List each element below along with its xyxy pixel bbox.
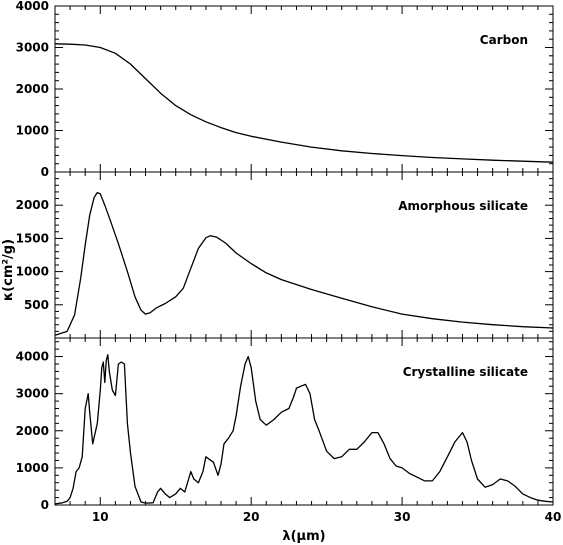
carbon-y-tick-label: 2000 xyxy=(16,82,49,96)
amorphous-silicate-y-tick-label: 1000 xyxy=(16,265,49,279)
crystalline-silicate-y-tick-label: 1000 xyxy=(16,461,49,475)
y-axis-title: κ(cm²/g) xyxy=(1,239,16,301)
carbon-label: Carbon xyxy=(480,33,528,47)
amorphous-silicate-panel: 500 1000 1500 2000 Amorphous silicate xyxy=(16,171,554,339)
x-axis-title: λ(μm) xyxy=(282,529,325,544)
crystalline-silicate-panel: 0 1000 2000 3000 4000 Crystalline silicate 10 2… xyxy=(16,337,562,524)
crystalline-silicate-y-tick-label: 0 xyxy=(41,498,49,512)
carbon-y-tick-label: 3000 xyxy=(16,41,49,55)
amorphous-silicate-label: Amorphous silicate xyxy=(398,199,528,213)
crystalline-silicate-curve xyxy=(54,354,554,505)
amorphous-silicate-y-tick-label: 2000 xyxy=(16,198,49,212)
x-tick-label: 40 xyxy=(545,510,562,524)
amorphous-silicate-y-tick-label: 500 xyxy=(24,298,49,312)
carbon-y-tick-label: 0 xyxy=(41,165,49,179)
crystalline-silicate-label: Crystalline silicate xyxy=(403,365,528,379)
crystalline-silicate-frame xyxy=(54,337,554,506)
amorphous-silicate-y-tick-label: 1500 xyxy=(16,231,49,245)
crystalline-silicate-y-tick-label: 2000 xyxy=(16,424,49,438)
crystalline-silicate-y-tick-label: 3000 xyxy=(16,387,49,401)
amorphous-silicate-curve xyxy=(54,191,554,336)
crystalline-silicate-y-tick-label: 4000 xyxy=(16,350,49,364)
amorphous-silicate-frame xyxy=(54,171,554,339)
carbon-panel: 0 1000 2000 3000 4000 Carbon xyxy=(16,0,554,179)
x-tick-label: 20 xyxy=(243,510,260,524)
x-tick-label: 10 xyxy=(92,510,109,524)
carbon-curve xyxy=(54,43,554,163)
carbon-y-tick-label: 1000 xyxy=(16,124,49,138)
carbon-y-tick-label: 4000 xyxy=(16,0,49,13)
x-tick-label: 30 xyxy=(394,510,411,524)
carbon-frame xyxy=(54,5,554,173)
